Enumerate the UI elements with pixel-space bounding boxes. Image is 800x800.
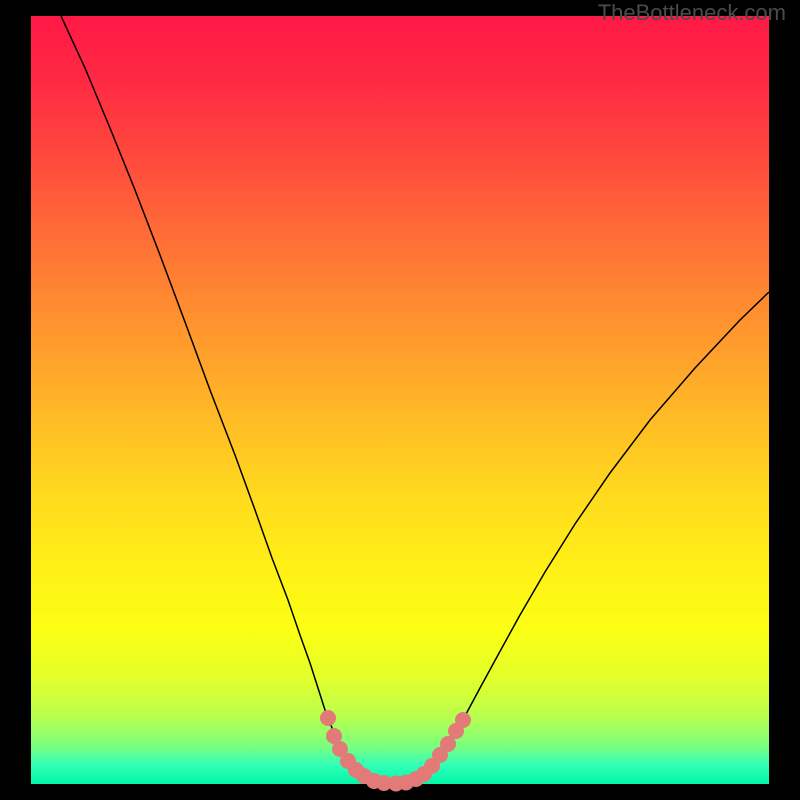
marker-dot <box>455 712 471 728</box>
marker-dot <box>320 710 336 726</box>
plot-area <box>31 16 769 784</box>
bottleneck-chart: TheBottleneck.com <box>0 0 800 800</box>
chart-svg <box>0 0 800 800</box>
watermark-text: TheBottleneck.com <box>598 0 786 26</box>
